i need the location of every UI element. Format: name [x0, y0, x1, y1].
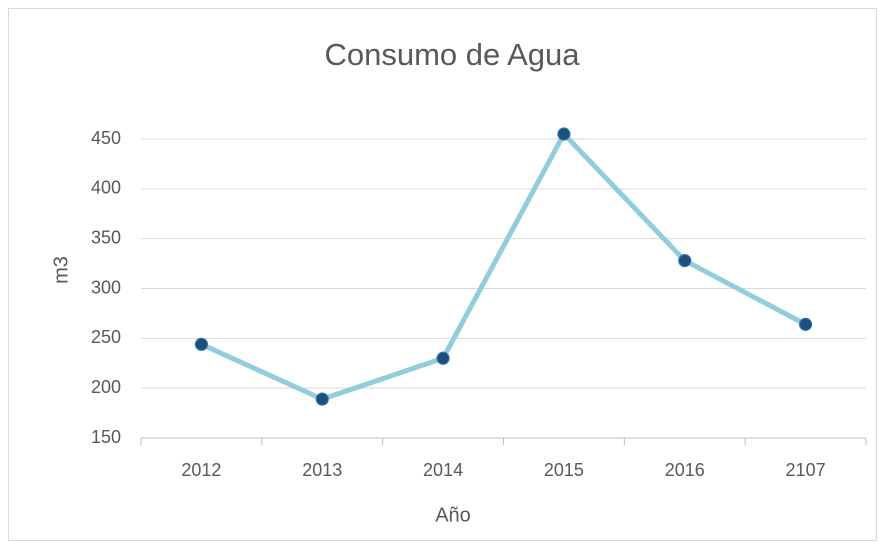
x-tick-label: 2012 [181, 460, 221, 480]
chart-title: Consumo de Agua [324, 37, 580, 72]
data-point [678, 253, 692, 268]
y-tick-label: 200 [91, 377, 121, 397]
y-axis-label: m3 [50, 256, 72, 284]
x-tick-label: 2016 [665, 460, 705, 480]
x-tick-label: 2107 [786, 460, 826, 480]
y-tick-label: 300 [91, 277, 121, 297]
y-tick-label: 150 [91, 427, 121, 447]
chart-border [8, 8, 877, 541]
y-tick-label: 400 [91, 178, 121, 198]
y-tick-label: 250 [91, 327, 121, 347]
line-series [200, 131, 807, 402]
data-point [557, 127, 571, 141]
data-point [194, 337, 209, 351]
data-point [315, 392, 329, 406]
x-axis-label: Año [435, 504, 471, 526]
data-point [798, 317, 813, 331]
y-tick-label: 450 [91, 128, 121, 148]
x-tick-label: 2015 [544, 460, 584, 480]
x-tick-label: 2014 [423, 460, 463, 480]
data-point [436, 351, 450, 365]
y-tick-label: 350 [91, 227, 121, 247]
x-tick-label: 2013 [302, 460, 342, 480]
